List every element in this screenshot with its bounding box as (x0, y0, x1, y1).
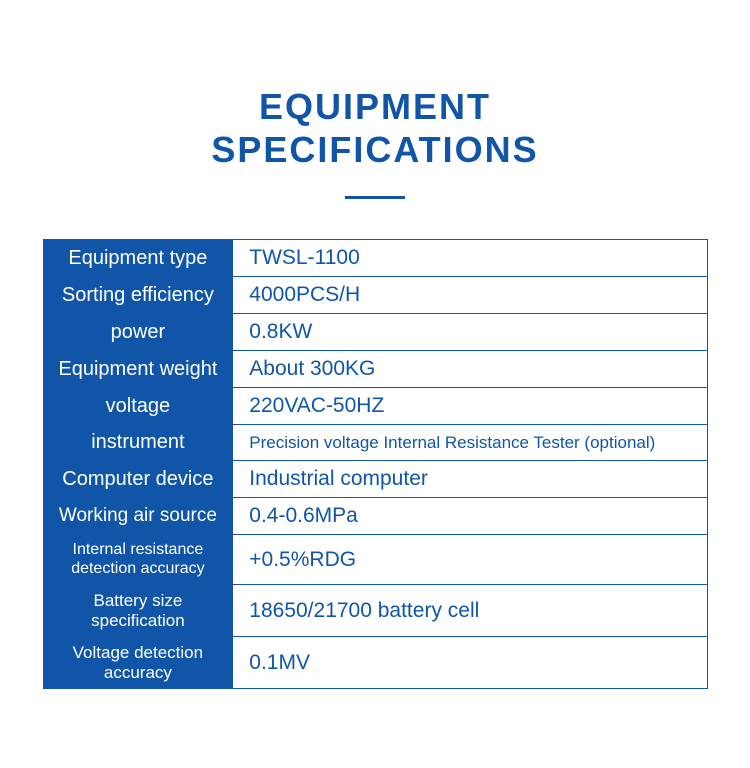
table-row: Equipment typeTWSL-1100 (43, 240, 707, 277)
table-row: Voltage detection accuracy0.1MV (43, 637, 707, 689)
table-row: Sorting efficiency4000PCS/H (43, 277, 707, 314)
spec-value: 18650/21700 battery cell (233, 585, 707, 637)
table-row: power0.8KW (43, 314, 707, 351)
table-row: Working air source0.4-0.6MPa (43, 498, 707, 535)
specifications-table: Equipment typeTWSL-1100Sorting efficienc… (43, 239, 708, 689)
title-line-2: SPECIFICATIONS (211, 128, 538, 171)
spec-label: Computer device (43, 461, 233, 498)
table-row: voltage220VAC-50HZ (43, 388, 707, 425)
spec-label: Equipment type (43, 240, 233, 277)
spec-value: 220VAC-50HZ (233, 388, 707, 425)
spec-label: Internal resistance detection accuracy (43, 535, 233, 585)
spec-label: Battery size specification (43, 585, 233, 637)
spec-label: power (43, 314, 233, 351)
spec-label: Working air source (43, 498, 233, 535)
specs-tbody: Equipment typeTWSL-1100Sorting efficienc… (43, 240, 707, 689)
page-title: EQUIPMENT SPECIFICATIONS (211, 85, 538, 171)
spec-value: Industrial computer (233, 461, 707, 498)
spec-label: Equipment weight (43, 351, 233, 388)
spec-value: TWSL-1100 (233, 240, 707, 277)
spec-value: 0.1MV (233, 637, 707, 689)
table-row: Internal resistance detection accuracy+0… (43, 535, 707, 585)
spec-label: voltage (43, 388, 233, 425)
spec-value: About 300KG (233, 351, 707, 388)
spec-value: 4000PCS/H (233, 277, 707, 314)
spec-label: Sorting efficiency (43, 277, 233, 314)
spec-label: Voltage detection accuracy (43, 637, 233, 689)
spec-value: 0.8KW (233, 314, 707, 351)
table-row: instrumentPrecision voltage Internal Res… (43, 425, 707, 461)
spec-value: 0.4-0.6MPa (233, 498, 707, 535)
spec-label: instrument (43, 425, 233, 461)
table-row: Battery size specification18650/21700 ba… (43, 585, 707, 637)
spec-value: Precision voltage Internal Resistance Te… (233, 425, 707, 461)
spec-value: +0.5%RDG (233, 535, 707, 585)
table-row: Equipment weightAbout 300KG (43, 351, 707, 388)
title-line-1: EQUIPMENT (211, 85, 538, 128)
title-divider (345, 196, 405, 199)
table-row: Computer deviceIndustrial computer (43, 461, 707, 498)
